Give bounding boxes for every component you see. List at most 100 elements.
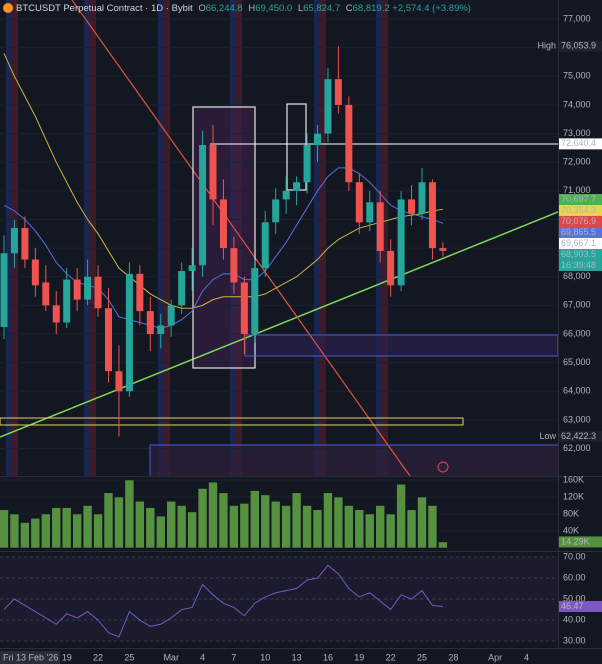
volume-label: 14.29K	[561, 536, 590, 546]
y-tick-label: 70.00	[563, 551, 586, 561]
volume-bar	[124, 479, 135, 549]
y-tick-label: 62,000	[563, 443, 591, 453]
candle-body	[230, 248, 238, 283]
y-tick-label: 66,000	[563, 328, 591, 338]
candle-body	[63, 279, 71, 323]
volume-bar	[406, 509, 417, 549]
y-tick-label: 74,000	[563, 99, 591, 109]
drawings	[0, 0, 558, 476]
x-tick-label: 25	[124, 652, 134, 662]
extreme-tag: Low	[539, 431, 556, 441]
x-tick-label: 10	[260, 652, 270, 662]
rsi-line	[3, 564, 443, 638]
y-tick-label: 60.00	[563, 572, 586, 582]
volume-bar	[344, 505, 354, 549]
candle-body	[178, 270, 186, 306]
extreme-label: 62,422.3	[561, 431, 596, 441]
y-tick-label: 80K	[563, 508, 579, 518]
extreme-tag: High	[537, 41, 556, 51]
candle-body	[376, 202, 384, 251]
rsi-label: 46.47	[561, 601, 584, 611]
volume-bar	[250, 490, 260, 549]
volume-bar	[20, 522, 30, 549]
candle-body	[105, 308, 112, 372]
volume-bar	[135, 500, 145, 549]
candle-body	[428, 182, 436, 249]
candle-body	[282, 190, 290, 200]
y-tick-label: 63,000	[563, 414, 591, 424]
volume-bar	[30, 517, 41, 549]
candle-body	[240, 282, 248, 334]
candle-body	[219, 199, 227, 249]
price-label: 70,354.3	[561, 205, 596, 215]
price-label: 70,076.9	[561, 216, 596, 226]
coin-icon	[3, 3, 13, 13]
volume-bar	[145, 507, 156, 549]
volume-bar	[354, 509, 365, 549]
volume-bar	[312, 509, 323, 549]
volume-bar	[176, 505, 187, 549]
crosshair-date-box	[0, 651, 60, 664]
candle-body	[408, 199, 416, 214]
y-tick-label: 65,000	[563, 357, 591, 367]
y-tick-label: 71,000	[563, 185, 591, 195]
volume-bar	[72, 513, 82, 549]
candle-body	[73, 279, 81, 300]
x-tick-label: Apr	[488, 652, 502, 662]
volume-bar	[364, 513, 375, 549]
volume-bar	[0, 509, 9, 549]
ohlc-key: L	[297, 3, 304, 14]
extreme-box	[559, 40, 602, 52]
volume-bar	[61, 507, 72, 549]
candle-body	[188, 265, 196, 271]
volume-bar	[114, 496, 124, 549]
candles	[0, 46, 447, 437]
volume-bar	[155, 515, 166, 549]
volume-bar	[291, 492, 302, 549]
candle-body	[387, 250, 395, 286]
x-tick-label: Mar	[163, 652, 179, 662]
y-tick-label: 75,000	[563, 71, 591, 81]
x-tick-label: 13	[292, 652, 302, 662]
candle-body	[293, 182, 301, 191]
volume-bar	[323, 492, 333, 549]
x-tick-label: 16	[323, 652, 333, 662]
price-label-box	[559, 226, 602, 238]
candle-body	[209, 145, 217, 200]
candle-body	[0, 253, 8, 327]
candle-body	[146, 311, 154, 334]
volume-bar	[9, 513, 20, 549]
x-tick-label: Fri 13 Feb '26	[3, 652, 58, 662]
candle-body	[261, 222, 269, 269]
ohlc-key: H	[248, 3, 256, 14]
volume-bar	[239, 503, 250, 549]
ohlc-key: C	[345, 3, 353, 14]
price-label-box	[559, 204, 602, 216]
volume-bar	[427, 505, 438, 549]
x-tick-label: 4	[524, 652, 529, 662]
volume-bar	[333, 496, 344, 549]
volume-bar	[260, 494, 271, 549]
ohlc-value: 69,450.0	[255, 3, 293, 14]
extreme-label: 76,053.9	[561, 41, 596, 51]
candle-body	[272, 199, 280, 223]
candle-body	[167, 305, 175, 326]
rsi-label-box	[559, 600, 602, 612]
candle-body	[42, 282, 50, 306]
candle-body	[366, 202, 374, 223]
volume-bar	[281, 505, 291, 549]
x-tick-label: 7	[231, 652, 236, 662]
candle-body	[10, 228, 18, 254]
y-tick-label: 30.00	[563, 635, 586, 645]
volume-bar	[51, 507, 62, 549]
price-label: 68,903.5	[561, 249, 596, 259]
volume-bar	[40, 513, 51, 549]
candle-body	[84, 276, 92, 300]
candle-body	[345, 104, 353, 183]
volume-bar	[197, 488, 208, 549]
volume-bar	[270, 500, 281, 549]
volume-bar	[93, 513, 103, 549]
